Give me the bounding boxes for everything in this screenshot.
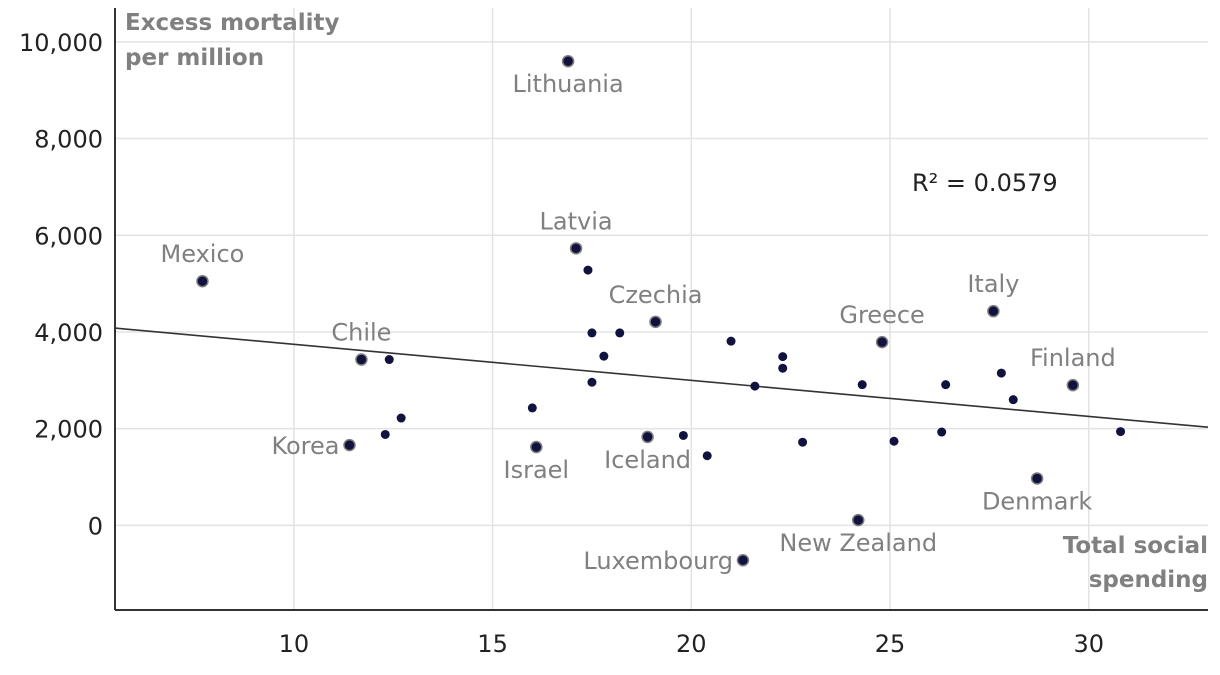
x-tick-label: 10	[279, 630, 310, 658]
data-point-italy	[987, 304, 1000, 318]
data-point-new-zealand	[851, 513, 865, 527]
y-axis-title-line-1: Excess mortality	[125, 10, 340, 36]
trend-layer	[114, 327, 1209, 429]
point-label-greece: Greece	[839, 301, 924, 329]
point-label-iceland: Iceland	[604, 446, 691, 474]
y-tick-label: 0	[88, 512, 103, 540]
point-label-mexico: Mexico	[161, 240, 245, 268]
data-point-lithuania	[561, 54, 575, 68]
data-point-luxembourg	[736, 553, 750, 567]
data-point	[527, 403, 537, 413]
data-point	[1116, 427, 1126, 437]
axis-layer: 10 15 20 25 30 0 2,000 4,000 6,000 8,000 10,000	[19, 8, 1208, 658]
point-label-italy: Italy	[967, 270, 1019, 298]
data-point	[857, 380, 867, 390]
point-label-czechia: Czechia	[609, 281, 703, 309]
y-axis-title-line-2: per million	[125, 45, 264, 71]
point-label-new-zealand: New Zealand	[779, 529, 937, 557]
x-tick-label: 20	[676, 630, 707, 658]
y-tick-label: 8,000	[34, 126, 103, 154]
y-tick-label: 4,000	[34, 319, 103, 347]
data-point	[937, 427, 947, 437]
x-axis-title-line-1: Total social	[1063, 533, 1208, 559]
x-axis-title-line-2: spending	[1089, 567, 1208, 593]
data-point-israel	[530, 440, 543, 454]
grid-layer	[115, 8, 1208, 610]
data-point	[702, 451, 712, 461]
data-point	[1008, 395, 1018, 405]
data-point-mexico	[196, 274, 209, 288]
data-point-iceland	[641, 430, 654, 444]
data-point	[798, 437, 808, 447]
data-point-finland	[1066, 378, 1080, 392]
label-layer: Mexico Chile Korea Israel Lithuania Latvia Cze…	[161, 70, 1116, 575]
data-point	[750, 381, 760, 391]
data-point	[615, 328, 625, 338]
data-point-chile	[355, 353, 368, 366]
data-point	[384, 355, 394, 365]
data-point	[587, 377, 597, 387]
data-point-czechia	[649, 315, 662, 329]
data-point-denmark	[1030, 472, 1044, 485]
point-label-luxembourg: Luxembourg	[583, 547, 733, 575]
data-point	[678, 430, 688, 440]
data-point	[583, 265, 593, 275]
data-point	[941, 380, 951, 390]
point-label-lithuania: Lithuania	[513, 70, 624, 98]
trend-line	[114, 327, 1209, 429]
data-point	[889, 436, 899, 446]
data-point	[396, 413, 406, 423]
data-point	[380, 429, 390, 439]
x-tick-label: 25	[875, 630, 906, 658]
point-label-chile: Chile	[331, 319, 391, 347]
data-point	[587, 328, 597, 338]
y-tick-label: 10,000	[19, 29, 103, 57]
data-point	[996, 368, 1006, 378]
point-label-israel: Israel	[504, 456, 570, 484]
x-tick-label: 30	[1073, 630, 1104, 658]
r-squared-annotation: R² = 0.0579	[912, 169, 1058, 197]
y-tick-label: 2,000	[34, 416, 103, 444]
data-point	[726, 336, 736, 346]
data-point-latvia	[569, 242, 583, 255]
data-point-greece	[875, 335, 889, 349]
data-point	[778, 363, 788, 373]
title-layer: Excess mortality per million Total socia…	[125, 10, 1208, 593]
point-label-korea: Korea	[271, 432, 339, 460]
x-tick-label: 15	[477, 630, 508, 658]
point-label-latvia: Latvia	[540, 207, 613, 235]
data-point-korea	[343, 438, 356, 452]
data-point	[599, 351, 609, 361]
data-point	[778, 352, 788, 362]
point-label-denmark: Denmark	[982, 487, 1092, 515]
point-layer	[196, 54, 1126, 567]
y-tick-label: 6,000	[34, 222, 103, 250]
point-label-finland: Finland	[1030, 344, 1116, 372]
